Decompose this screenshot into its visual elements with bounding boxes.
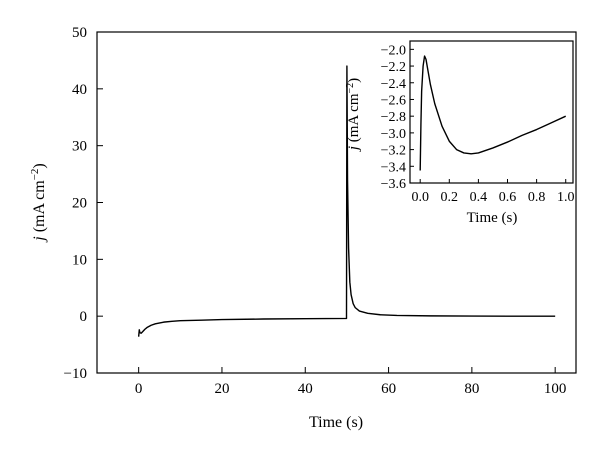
inset-x-axis-label: Time (s) (467, 210, 518, 226)
inset-y-axis-label: j (mA cm−2) (345, 78, 363, 152)
x-tick-label: 0.6 (499, 190, 517, 205)
x-tick-label: 20 (214, 381, 229, 397)
x-tick-label: 100 (544, 381, 567, 397)
inset-background (410, 41, 573, 183)
x-tick-label: 0.0 (411, 190, 429, 205)
inset-plot-frame (409, 40, 574, 184)
y-tick-label: −2.6 (381, 93, 406, 108)
y-tick-label: −2.8 (381, 110, 406, 125)
y-tick-label: 0 (80, 309, 88, 325)
inset-ticks (410, 48, 567, 184)
main-y-axis-label: j (mA cm−2) (29, 163, 48, 243)
y-tick-label: 10 (72, 252, 87, 268)
y-tick-label: −10 (64, 366, 87, 382)
y-tick-label: −3.4 (381, 160, 406, 175)
main-ticks (97, 31, 556, 374)
y-tick-label: 20 (72, 196, 87, 212)
y-tick-label: −2.0 (381, 43, 406, 58)
x-tick-label: 80 (464, 381, 479, 397)
main-tick-labels: 0 20 40 60 80 100 −10 0 10 20 30 40 50 (64, 25, 567, 397)
main-series-line (137, 65, 556, 337)
x-tick-label: 0.2 (441, 190, 459, 205)
y-tick-label: −2.2 (381, 60, 406, 75)
y-tick-label: −3.0 (381, 127, 406, 142)
y-tick-label: −3.6 (381, 177, 406, 192)
y-tick-label: 50 (72, 25, 87, 41)
y-tick-label: 30 (72, 139, 87, 155)
x-tick-label: 0.4 (470, 190, 488, 205)
y-tick-label: −3.2 (381, 144, 406, 159)
y-tick-label: −2.4 (381, 77, 406, 92)
main-x-axis-label: Time (s) (309, 414, 363, 431)
x-tick-label: 1.0 (557, 190, 575, 205)
x-tick-label: 0.8 (528, 190, 546, 205)
inset-series-line (419, 55, 567, 171)
x-tick-label: 40 (298, 381, 313, 397)
y-tick-label: 40 (72, 82, 87, 98)
inset-tick-labels: 0.0 0.2 0.4 0.6 0.8 1.0 −2.0 −2.2 −2.4−2.6 −2.8 −3… (381, 43, 575, 205)
x-tick-label: 0 (135, 381, 143, 397)
x-tick-label: 60 (381, 381, 396, 397)
